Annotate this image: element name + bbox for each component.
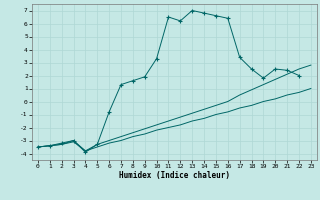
X-axis label: Humidex (Indice chaleur): Humidex (Indice chaleur)	[119, 171, 230, 180]
